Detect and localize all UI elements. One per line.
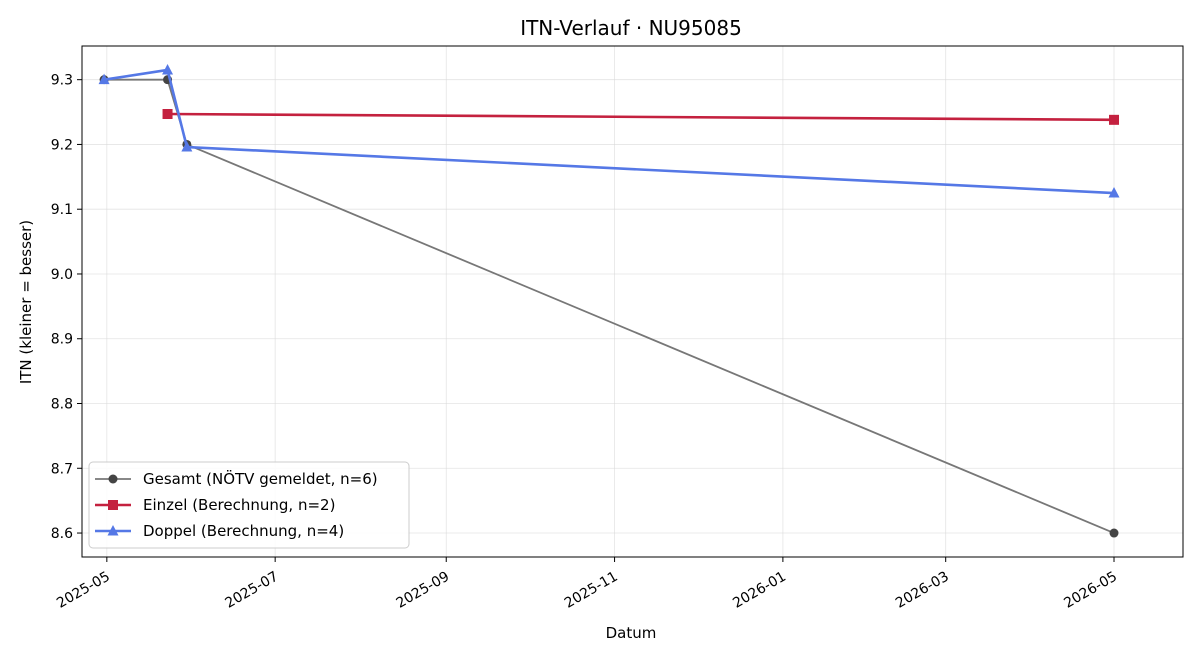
y-tick-label: 8.8 [51, 397, 73, 413]
data-point [108, 474, 118, 484]
legend-box [88, 461, 410, 549]
plot-frame [81, 45, 1184, 558]
legend-label: Einzel (Berechnung, n=2) [143, 496, 335, 514]
y-tick-label: 8.7 [51, 461, 73, 477]
legend-entry: Einzel (Berechnung, n=2) [95, 496, 335, 514]
series-line [167, 112, 1115, 122]
data-point [107, 525, 119, 536]
series-3 [98, 63, 1120, 198]
data-point [1108, 187, 1120, 198]
y-tick-label: 8.6 [51, 526, 73, 542]
x-axis-label: Datum [606, 624, 657, 642]
data-point [181, 141, 193, 152]
data-point [162, 109, 173, 120]
series-line [103, 68, 1115, 195]
y-tick-label: 9.0 [51, 267, 73, 283]
y-tick-label: 9.2 [51, 137, 73, 153]
legend: Gesamt (NÖTV gemeldet, n=6) Einzel (Berec… [88, 461, 410, 549]
y-axis-label: ITN (kleiner = besser) [17, 220, 35, 384]
legend-label: Gesamt (NÖTV gemeldet, n=6) [143, 469, 378, 488]
data-point [98, 73, 110, 85]
grid-layer [82, 46, 1183, 557]
data-point [1109, 114, 1120, 125]
y-tick-label: 8.9 [51, 332, 73, 348]
series-2 [162, 109, 1120, 125]
series-layer [98, 63, 1120, 538]
legend-entry: Gesamt (NÖTV gemeldet, n=6) [95, 469, 378, 488]
legend-entry: Doppel (Berechnung, n=4) [95, 522, 344, 540]
y-tick-label: 9.1 [51, 202, 73, 218]
data-point [108, 500, 118, 510]
legend-label: Doppel (Berechnung, n=4) [143, 522, 344, 540]
y-tick-label: 9.3 [51, 73, 73, 89]
data-point [1109, 528, 1119, 538]
data-point [162, 63, 174, 75]
chart-title: ITN-Verlauf · NU95085 [520, 16, 742, 40]
